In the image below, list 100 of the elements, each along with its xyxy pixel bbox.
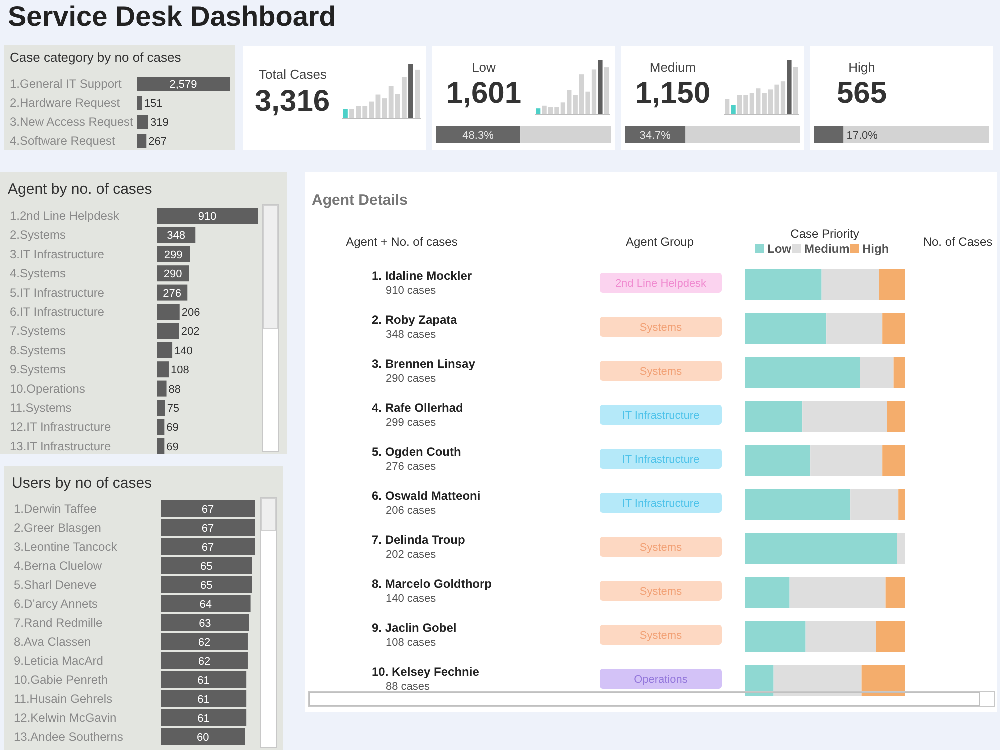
data-label: 319: [150, 117, 169, 129]
text: 1,601: [446, 77, 522, 110]
y-tick-label: 8. Marcelo Goldthorp 140 cases: [372, 577, 492, 605]
bar: [137, 77, 230, 91]
bar: [731, 105, 736, 114]
y-tick-label: 10. Kelsey Fechnie 88 cases: [372, 665, 480, 693]
data-label: 61: [198, 675, 210, 687]
text: 2nd Line Helpdesk: [615, 278, 708, 290]
bar: [161, 672, 247, 688]
y-tick-label: 3. Brennen Linsay 290 cases: [372, 357, 476, 385]
bar: [745, 401, 803, 432]
bar: [882, 445, 905, 476]
y-tick-label: 5.IT Infrastructure: [10, 286, 105, 300]
y-tick-label: 11.Systems: [10, 401, 72, 415]
data-label: 34.7%: [640, 130, 672, 142]
bar: [774, 665, 862, 696]
bar: [382, 98, 388, 118]
bar: [161, 558, 252, 574]
y-tick-label: 7.Systems: [10, 324, 66, 338]
text: High: [848, 60, 876, 75]
bar: [879, 269, 905, 300]
bar: [850, 489, 899, 520]
y-tick-label: 3.New Access Request: [10, 115, 134, 129]
chart-title: Total Cases: [259, 67, 328, 82]
bar: [725, 99, 730, 114]
data-label: 151: [144, 98, 163, 110]
data-label: 108: [170, 364, 190, 377]
data-label: 67: [202, 542, 214, 554]
legend-label: High: [862, 242, 890, 256]
bar: [860, 357, 894, 388]
bar: [157, 323, 180, 340]
bar: [604, 68, 609, 114]
bar: [745, 665, 774, 696]
bar: [161, 500, 255, 518]
bar: [343, 109, 348, 118]
text: Systems: [640, 630, 683, 642]
bar: [822, 269, 880, 300]
bar: [157, 419, 165, 436]
data-label: 62: [198, 637, 211, 649]
y-tick-label: 6.IT Infrastructure: [10, 305, 105, 319]
data-label: 206: [182, 307, 200, 319]
bar: [408, 64, 414, 118]
text: Agent Details: [312, 192, 408, 209]
bar: [157, 342, 173, 358]
y-tick-label: 8.Ava Classen: [14, 635, 92, 649]
data-label: 61: [198, 713, 210, 725]
bar: [894, 357, 905, 388]
bar: [161, 690, 247, 708]
y-tick-label: 5. Ogden Couth 276 cases: [372, 445, 462, 473]
bar: [802, 401, 888, 432]
text: 3,316: [255, 85, 330, 118]
bar: [886, 577, 905, 608]
y-tick-label: 10.Gabie Penreth: [14, 673, 108, 687]
bar: [745, 621, 806, 652]
data-label: 2,579: [170, 79, 198, 91]
bar: [157, 438, 165, 454]
text: 565: [836, 77, 888, 110]
bar: [810, 445, 883, 476]
text: IT Infrastructure: [622, 454, 700, 466]
bar: [137, 96, 142, 110]
data-label: 267: [148, 136, 167, 148]
y-tick-label: 6.D’arcy Annets: [14, 597, 98, 611]
text: Service Desk Dashboard: [8, 1, 336, 32]
y-tick-label: 9.Leticia MacArd: [14, 654, 104, 668]
bar: [826, 313, 883, 344]
bar: [137, 134, 147, 148]
data-label: 348: [167, 230, 186, 242]
data-label: 63: [199, 618, 212, 630]
bar: [793, 67, 798, 114]
y-tick-label: 9.Systems: [10, 362, 66, 377]
bar: [415, 70, 420, 118]
bar: [876, 621, 905, 652]
y-tick-label: 10.Operations: [10, 382, 86, 396]
data-label: 67: [202, 504, 214, 516]
data-label: 140: [174, 345, 193, 358]
data-label: 65: [200, 561, 213, 573]
data-label: 88: [168, 384, 182, 396]
y-tick-label: 2.Systems: [10, 228, 66, 242]
bar: [157, 304, 180, 320]
text: Systems: [640, 322, 683, 334]
bar: [137, 115, 149, 129]
data-label: 276: [163, 288, 182, 300]
bar: [745, 489, 851, 520]
y-tick-label: 11.Husain Gehrels: [14, 692, 112, 706]
text: Agent + No. of cases: [346, 235, 458, 249]
y-tick-label: 6. Oswald Matteoni 206 cases: [372, 489, 481, 517]
bar: [787, 60, 792, 114]
data-label: 60: [196, 732, 210, 744]
data-label: 290: [164, 268, 182, 281]
bar: [161, 634, 248, 650]
data-label: 48.3%: [462, 130, 494, 142]
chart-title: Medium: [650, 60, 696, 75]
bar: [887, 401, 905, 432]
y-tick-label: 13.Andee Southerns: [14, 730, 124, 744]
text: IT Infrastructure: [622, 498, 700, 510]
bar: [161, 652, 248, 670]
text: Systems: [640, 586, 683, 598]
y-tick-label: 7. Delinda Troup 202 cases: [372, 533, 466, 561]
bar: [745, 357, 860, 388]
data-label: 299: [164, 249, 183, 262]
